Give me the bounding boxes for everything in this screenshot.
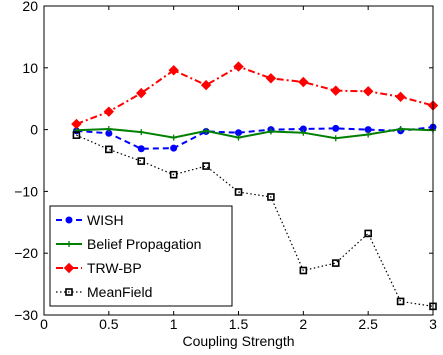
data-point-meanfield [137, 157, 146, 165]
data-point-meanfield [267, 193, 275, 201]
data-point-wish [332, 124, 340, 132]
data-point-meanfield [396, 297, 405, 306]
series-meanfield [72, 131, 437, 311]
x-tick-label: 1 [170, 316, 178, 332]
y-tick-label: 20 [22, 0, 38, 14]
legend-box [49, 205, 233, 307]
legend-marker-trw-bp [63, 262, 75, 274]
axes: 0 0.5 1 1.5 2 2.5 3 −30 −20 −10 0 10 20 [14, 0, 437, 332]
y-tick-label: 10 [22, 60, 38, 76]
data-point-trw-bp [395, 91, 406, 103]
x-tick-label: 3 [429, 316, 437, 332]
legend: WISH Belief Propagation TRW-BP MeanField [49, 205, 233, 307]
legend-label-wish: WISH [87, 212, 124, 228]
legend-marker-wish [65, 216, 73, 224]
y-tick-label: 0 [30, 122, 38, 138]
data-point-trw-bp [362, 86, 374, 97]
series-layer [71, 61, 439, 311]
x-tick-label: 1.5 [229, 316, 249, 332]
data-point-trw-bp [233, 61, 244, 72]
y-tick-label: −20 [14, 245, 38, 261]
legend-label-belief-propagation: Belief Propagation [87, 236, 201, 252]
x-tick-label: 0.5 [99, 316, 119, 332]
data-point-meanfield [364, 229, 372, 238]
data-point-meanfield [234, 188, 243, 196]
y-tick-label: −10 [14, 183, 38, 199]
data-point-meanfield [299, 266, 308, 275]
data-point-belief-propagation [138, 129, 145, 136]
data-point-belief-propagation [105, 125, 112, 132]
data-point-meanfield [105, 145, 113, 154]
data-point-belief-propagation [170, 134, 177, 141]
series-line-trw-bp [76, 65, 434, 125]
data-point-trw-bp [330, 85, 341, 96]
legend-marker-belief-propagation [66, 241, 72, 247]
legend-marker-meanfield [65, 288, 73, 296]
data-point-belief-propagation [397, 125, 404, 132]
data-point-trw-bp [136, 87, 147, 99]
data-point-trw-bp [71, 118, 82, 130]
series-belief-propagation [73, 125, 436, 142]
data-point-belief-propagation [235, 134, 242, 141]
data-point-belief-propagation [267, 128, 274, 135]
data-point-meanfield [169, 170, 178, 179]
y-tick-label: −30 [14, 307, 38, 323]
data-point-meanfield [331, 259, 340, 267]
data-point-trw-bp [168, 65, 179, 76]
data-point-belief-propagation [300, 129, 307, 136]
data-point-trw-bp [298, 76, 309, 88]
legend-label-meanfield: MeanField [87, 284, 152, 300]
data-point-meanfield [72, 131, 81, 139]
legend-label-trw-bp: TRW-BP [87, 260, 142, 276]
data-point-wish [137, 145, 145, 153]
x-tick-label: 2.5 [358, 316, 378, 332]
data-point-trw-bp [265, 73, 277, 84]
data-point-trw-bp [103, 106, 115, 117]
series-trw-bp [71, 61, 439, 130]
data-point-trw-bp [200, 79, 212, 91]
series-line-wish [76, 126, 434, 150]
series-line-belief-propagation [76, 127, 434, 140]
data-point-belief-propagation [203, 127, 210, 134]
x-axis-title: Coupling Strength [182, 333, 294, 349]
x-tick-label: 2 [299, 316, 307, 332]
series-line-meanfield [76, 134, 434, 307]
x-tick-label: 0 [40, 316, 48, 332]
data-point-wish [170, 144, 178, 152]
data-point-meanfield [202, 162, 210, 170]
data-point-belief-propagation [332, 135, 339, 142]
data-point-belief-propagation [365, 131, 372, 138]
